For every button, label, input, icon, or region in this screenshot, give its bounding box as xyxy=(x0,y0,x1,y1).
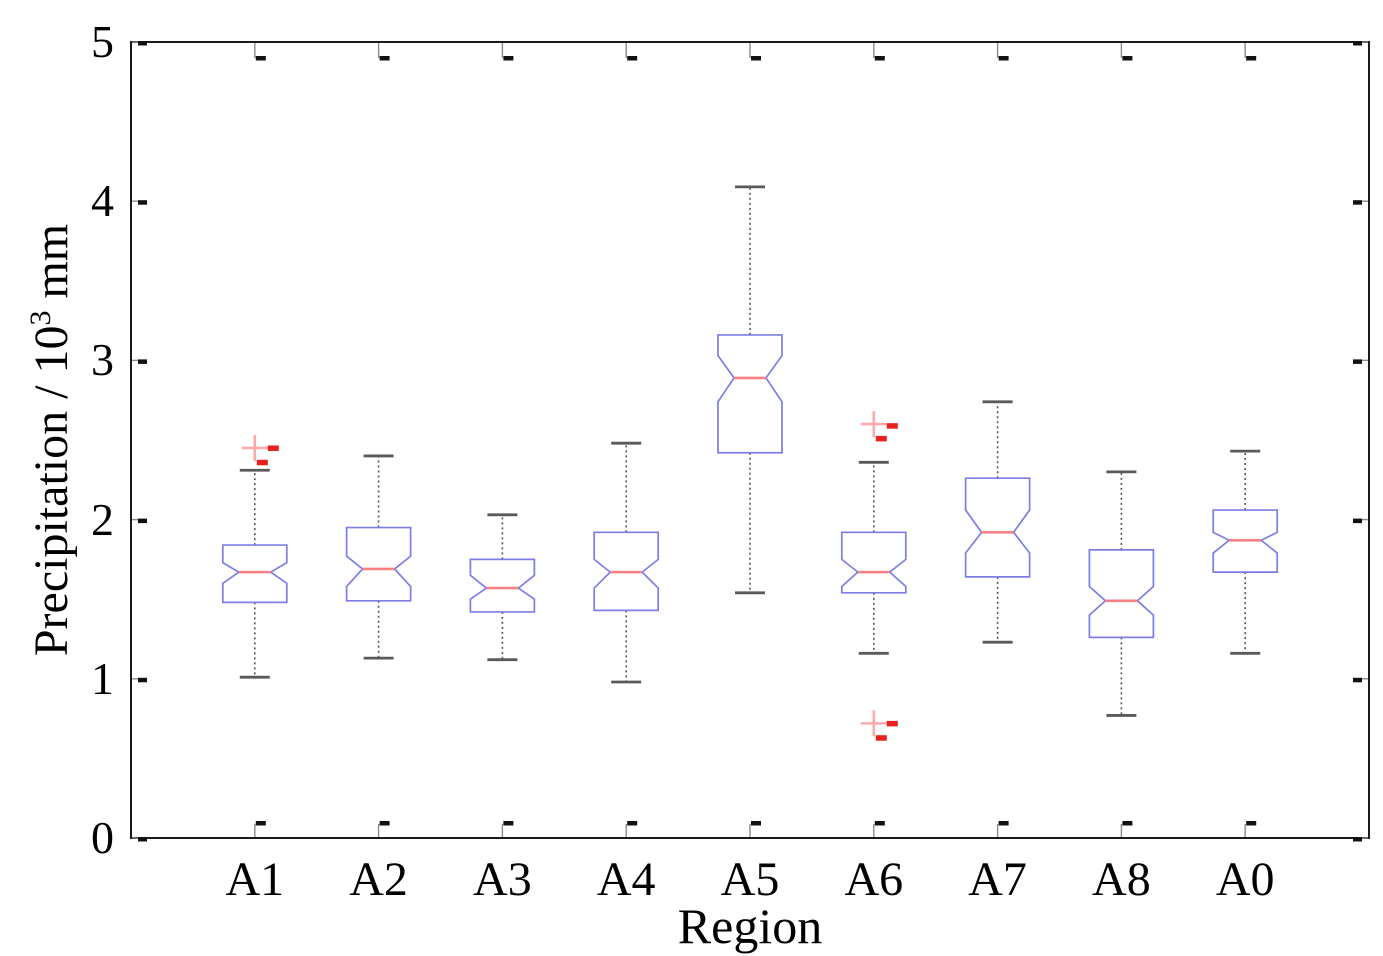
right-tick-dash xyxy=(1353,200,1362,205)
axes-frame xyxy=(130,41,1370,839)
top-tick-dash xyxy=(1246,56,1257,61)
bottom-tick-dash xyxy=(503,821,514,826)
x-tick-label-a3: A3 xyxy=(473,853,532,906)
top-tick-dash xyxy=(751,56,761,61)
top-tick-dash xyxy=(255,56,266,61)
notched-box xyxy=(840,531,907,594)
right-tick-dash xyxy=(1353,41,1362,46)
top-tick-dash xyxy=(998,56,1009,61)
y-tick-label-1: 1 xyxy=(91,652,114,704)
x-tick-label-a1: A1 xyxy=(225,853,285,906)
right-tick-dash xyxy=(1353,677,1362,683)
bottom-tick-dash xyxy=(627,821,638,826)
left-tick-dash xyxy=(138,41,147,46)
outlier-dash-icon xyxy=(875,735,887,741)
outlier-dash-icon xyxy=(886,720,898,727)
top-tick-dash xyxy=(874,56,885,61)
box-A3 xyxy=(469,513,536,662)
box-A6 xyxy=(840,411,907,741)
box-A0 xyxy=(1212,449,1279,655)
bottom-tick-dash xyxy=(1122,821,1133,826)
outlier-dash-icon xyxy=(267,445,279,451)
bottom-tick-dash xyxy=(1246,821,1257,826)
y-tick-label-3: 3 xyxy=(91,334,114,386)
y-tick-label-5: 5 xyxy=(91,16,114,67)
outlier-dash-icon xyxy=(256,459,268,466)
outlier-dash-icon xyxy=(886,423,898,429)
right-tick-dash xyxy=(1353,359,1362,364)
left-tick-dash xyxy=(138,677,147,683)
left-tick-dash xyxy=(138,200,147,205)
left-tick-dash xyxy=(138,359,147,364)
bottom-tick-dash xyxy=(751,821,761,826)
x-tick-label-a6: A6 xyxy=(844,853,904,906)
y-tick-label-2: 2 xyxy=(91,493,114,545)
notched-box xyxy=(469,558,536,613)
x-tick-label-a7: A7 xyxy=(968,853,1027,906)
top-tick-dash xyxy=(503,56,514,61)
top-tick-dash xyxy=(627,56,638,61)
notched-box xyxy=(221,544,288,604)
notched-box xyxy=(1212,509,1279,573)
box-A7 xyxy=(964,400,1031,644)
left-tick-dash xyxy=(138,837,147,842)
bottom-tick-dash xyxy=(874,821,885,826)
x-axis-label: Region xyxy=(677,898,823,954)
x-tick-label-a5: A5 xyxy=(720,853,780,906)
notched-box xyxy=(345,526,412,602)
bottom-tick-dash xyxy=(255,821,266,826)
y-axis-label-exponent: 3 xyxy=(24,310,57,326)
y-axis-label-unit: mm xyxy=(25,223,78,311)
box-A5 xyxy=(717,185,783,595)
box-A1 xyxy=(221,434,288,679)
right-tick-dash xyxy=(1353,837,1362,842)
y-axis-label: Precipitation / 103 mm xyxy=(24,223,79,656)
x-tick-label-a8: A8 xyxy=(1092,853,1151,906)
bottom-tick-dash xyxy=(379,821,390,826)
top-tick-dash xyxy=(1122,56,1133,61)
notched-box xyxy=(964,477,1031,578)
x-tick-label-a0: A0 xyxy=(1215,853,1275,906)
outlier-dash-icon xyxy=(875,435,887,442)
x-tick-label-a4: A4 xyxy=(596,853,656,906)
left-tick-dash xyxy=(138,518,147,524)
y-tick-label-0: 0 xyxy=(91,812,114,863)
notched-box xyxy=(717,334,783,454)
top-tick-dash xyxy=(379,56,390,61)
bottom-tick-dash xyxy=(998,821,1009,826)
x-tick-label-a2: A2 xyxy=(349,853,408,906)
notched-box xyxy=(593,531,660,612)
notched-box xyxy=(1088,548,1155,639)
box-A8 xyxy=(1088,470,1155,717)
box-A4 xyxy=(593,441,660,684)
box-A2 xyxy=(345,454,412,660)
y-tick-label-4: 4 xyxy=(91,175,114,227)
right-tick-dash xyxy=(1353,518,1362,524)
